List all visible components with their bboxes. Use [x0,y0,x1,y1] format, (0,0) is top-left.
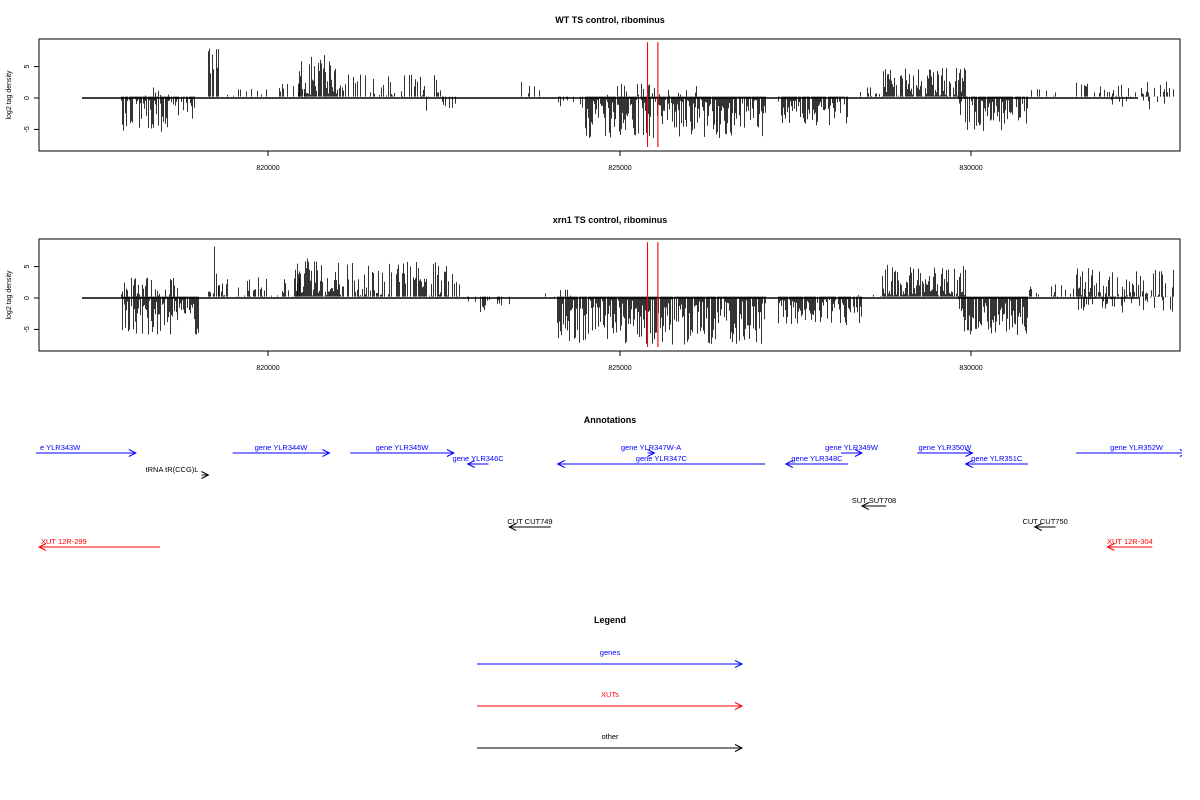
y-axis-label: log2 tag density [6,70,13,120]
x-tick-label: 830000 [959,165,982,172]
coverage-bars [121,246,1174,345]
panel-title: xrn1 TS control, ribominus [553,215,668,225]
feature-arrowhead [37,543,47,551]
feature-arrowhead [556,460,565,468]
feature-label: gene YLR346C [453,454,505,463]
y-tick-label: -5 [24,126,31,132]
feature-label: tRNA tR(CCG)L [146,465,199,474]
feature-label: XUT 12R-299 [41,537,87,546]
feature-label: gene YLR351C [971,454,1023,463]
feature-arrowhead [965,449,974,457]
feature-label: gene YLR350W [918,443,972,452]
feature-arrowhead [854,449,864,457]
legend-arrowhead [734,660,744,668]
feature-label: gene YLR347W-A [621,443,681,452]
annotation-track: Annotations e YLR343W gene YLR344W gene YL… [36,415,1182,551]
feature-arrowhead [964,460,973,468]
legend-arrowhead [734,744,744,752]
annotation-feature: gene YLR346C [453,454,505,468]
feature-arrowhead [508,523,517,531]
legend-entry: XUTs [477,690,744,710]
feature-arrowhead [1106,543,1115,551]
feature-arrows: e YLR343W gene YLR344W gene YLR345W gene YL… [36,443,1182,551]
x-tick-label: 830000 [959,365,982,372]
annotation-feature: gene YLR347W-A [621,443,681,457]
feature-label: e YLR343W [40,443,81,452]
annotation-feature: e YLR343W [36,443,137,457]
y-axis: -5 0 5 [24,265,39,333]
y-tick-label: 5 [24,65,31,69]
annotation-feature: gene YLR352W [1076,443,1182,457]
annotation-feature: gene YLR345W [350,443,456,457]
feature-arrowhead [128,449,137,457]
x-axis: 820000 825000 830000 [256,151,983,172]
feature-label: gene YLR349W [825,443,879,452]
legend-label: XUTs [601,690,619,699]
legend-label: other [601,732,619,741]
feature-group: e YLR343W gene YLR344W gene YLR345W gene YL… [36,443,1182,551]
y-axis: -5 0 5 [24,65,39,133]
y-tick-label: 5 [24,265,31,269]
feature-arrowhead [860,502,870,510]
legend-arrowhead [734,702,744,710]
feature-label: gene YLR345W [376,443,430,452]
annotation-feature: SUT SUT708 [852,496,896,510]
feature-label: gene YLR347C [636,454,688,463]
feature-arrowhead [1033,523,1043,531]
y-tick-label: -5 [24,326,31,332]
y-tick-label: 0 [24,96,31,100]
x-tick-label: 820000 [256,165,279,172]
plot-frame [38,38,1181,152]
y-tick-label: 0 [24,296,31,300]
coverage-panel-wt: WT TS control, ribominus log2 tag densit… [6,15,1181,172]
feature-label: XUT 12R-304 [1107,537,1153,546]
annotation-feature: XUT 12R-299 [37,537,161,551]
x-axis: 820000 825000 830000 [256,351,983,372]
coverage-bars [121,48,1174,138]
y-axis-label: log2 tag density [6,270,13,320]
annotation-feature: gene YLR350W [917,443,974,457]
annotation-feature: gene YLR348C [784,454,849,468]
legend-title: Legend [594,615,626,625]
legend: Legend genes XUTs other [477,615,744,752]
red-markers [646,242,659,347]
annotation-feature: CUT CUT750 [1023,517,1068,531]
feature-arrowhead [322,449,331,457]
annotation-feature: gene YLR344W [232,443,331,457]
legend-label: genes [600,648,621,657]
feature-arrowhead [446,449,456,457]
annotation-feature: XUT 12R-304 [1106,537,1153,551]
coverage-panel-xrn1: xrn1 TS control, ribominus log2 tag dens… [6,215,1181,372]
annotation-feature: gene YLR351C [964,454,1028,468]
annotation-feature: gene YLR349W [825,443,879,457]
panel-title: WT TS control, ribominus [555,15,665,25]
feature-label: gene YLR348C [791,454,843,463]
feature-arrowhead [466,460,475,468]
feature-arrowhead [784,460,794,468]
feature-label: CUT CUT749 [507,517,552,526]
feature-arrowhead [201,471,210,479]
x-tick-label: 825000 [608,365,631,372]
legend-entry: genes [477,648,744,668]
feature-label: gene YLR352W [1110,443,1164,452]
feature-label: gene YLR344W [255,443,309,452]
annotations-title: Annotations [584,415,637,425]
x-tick-label: 820000 [256,365,279,372]
plot-frame [38,238,1181,352]
annotation-feature: gene YLR347C [556,454,766,468]
legend-entry: other [477,732,744,752]
x-tick-label: 825000 [608,165,631,172]
feature-label: CUT CUT750 [1023,517,1068,526]
feature-arrowhead [647,449,656,457]
annotation-feature: CUT CUT749 [507,517,553,531]
annotation-feature: tRNA tR(CCG)L [146,465,210,479]
red-markers [646,42,659,147]
feature-label: SUT SUT708 [852,496,896,505]
legend-entries: genes XUTs other [477,648,744,752]
